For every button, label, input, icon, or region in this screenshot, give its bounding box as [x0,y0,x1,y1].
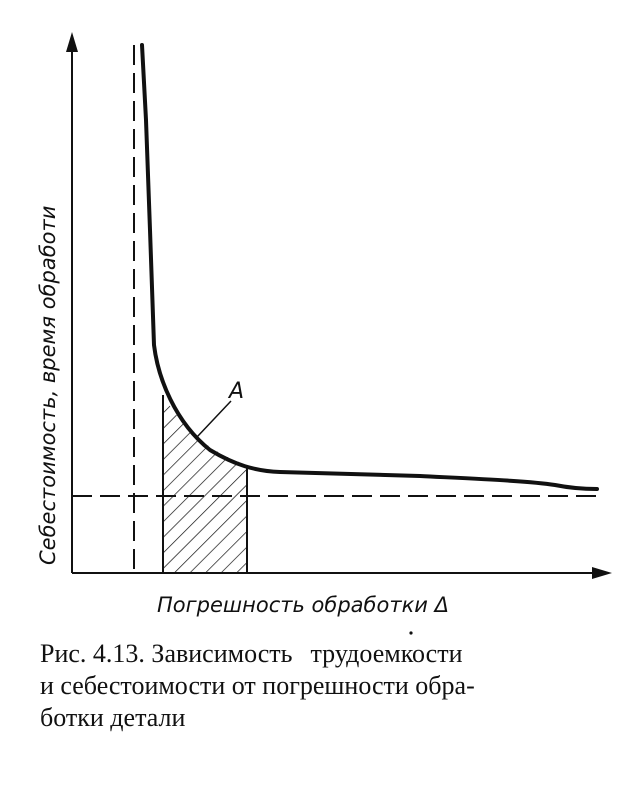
diagram: A Себестоимость, время обработи Погрешно… [36,32,612,635]
point-a-label: A [227,379,244,404]
caption-line-3: ботки детали [40,703,186,732]
point-a-leader [196,400,232,438]
figure-caption: Рис. 4.13. Зависимость трудоемкости и себ… [40,638,620,734]
x-axis-arrow [592,567,612,579]
hatched-area [163,395,247,573]
y-axis-label: Себестоимость, время обработи [36,206,60,565]
caption-word: трудоемкости [310,639,463,668]
y-axis-arrow [66,32,78,52]
caption-line-1: Рис. 4.13. Зависимость трудоемкости [40,638,620,670]
cost-curve [140,43,599,491]
caption-figure-ref: Рис. 4.13. Зависимость [40,639,293,668]
stray-dot [409,631,413,635]
caption-line-2: и себестоимости от погрешности обра- [40,671,475,700]
x-axis-label: Погрешность обработки Δ [157,593,449,617]
